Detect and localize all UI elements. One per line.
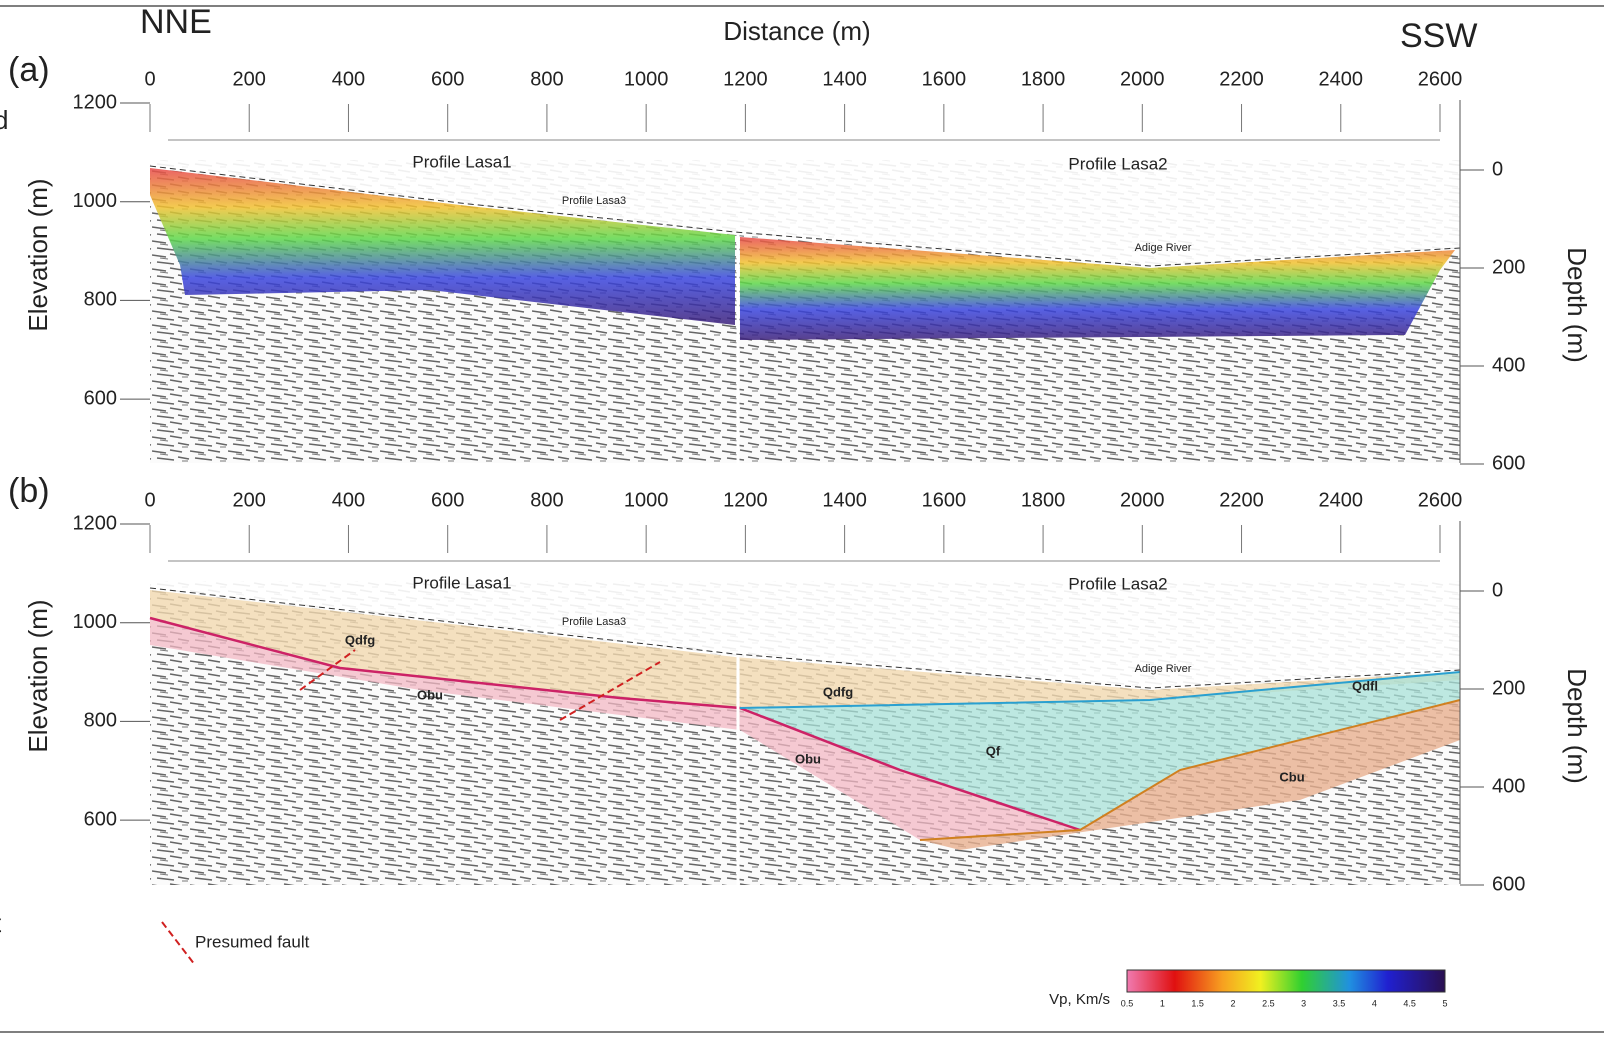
depth-tick-label: 600 <box>1492 873 1525 895</box>
colorbar-tick-label: 3 <box>1301 998 1306 1008</box>
x-tick-label: 1200 <box>723 68 768 90</box>
distance-title: Distance (m) <box>723 16 870 46</box>
x-tick-label: 200 <box>233 68 266 90</box>
direction-right: SSW <box>1400 17 1477 55</box>
depth-tick-label: 400 <box>1492 354 1525 376</box>
depth-tick-label: 600 <box>1492 452 1525 474</box>
x-tick-label: 1000 <box>624 489 669 511</box>
y-tick-label: 1000 <box>73 611 118 633</box>
y-tick-label: 1200 <box>73 91 118 113</box>
panel-label: (a) <box>8 51 50 89</box>
colorbar-tick-label: 0.5 <box>1121 998 1134 1008</box>
boundary <box>919 699 1461 841</box>
x-tick-label: 0 <box>144 489 155 511</box>
depth-axis-title: Depth (m) <box>1562 247 1592 363</box>
panel-label: (b) <box>8 472 50 510</box>
cropped-text: d <box>0 105 8 135</box>
annotation: Adige River <box>1135 663 1192 675</box>
y-tick-label: 800 <box>84 289 117 311</box>
fault <box>299 649 661 721</box>
colorbar-tick-label: 2.5 <box>1262 998 1275 1008</box>
legend-label: Presumed fault <box>195 932 310 951</box>
annotation: Qf <box>986 743 1001 758</box>
cropped-text: t <box>0 908 2 938</box>
x-tick-label: 2000 <box>1120 489 1165 511</box>
annotation: Qdfg <box>823 684 853 699</box>
annotation: Profile Lasa3 <box>562 195 626 207</box>
y-axis-title: Elevation (m) <box>23 178 53 331</box>
annotation: Profile Lasa1 <box>412 573 511 592</box>
x-tick-label: 1000 <box>624 68 669 90</box>
colorbar-tick-label: 4 <box>1372 998 1377 1008</box>
y-tick-label: 600 <box>84 387 117 409</box>
y-axis-title: Elevation (m) <box>23 599 53 752</box>
annotation: Obu <box>795 751 821 766</box>
annotation: Qdfg <box>345 632 375 647</box>
x-tick-label: 2200 <box>1219 489 1264 511</box>
colorbar-tick-label: 1 <box>1160 998 1165 1008</box>
colorbar-tick-label: 2 <box>1230 998 1235 1008</box>
y-tick-label: 800 <box>84 710 117 732</box>
colorbar <box>1126 969 1446 993</box>
annotation: Profile Lasa3 <box>562 616 626 628</box>
colorbar-tick-label: 1.5 <box>1191 998 1204 1008</box>
x-tick-label: 1400 <box>822 68 867 90</box>
fault-legend <box>161 921 196 966</box>
x-tick-label: 2000 <box>1120 68 1165 90</box>
colorbar-tick-label: 5 <box>1442 998 1447 1008</box>
depth-tick-label: 0 <box>1492 579 1503 601</box>
x-tick-label: 800 <box>530 489 563 511</box>
y-tick-label: 600 <box>84 808 117 830</box>
colorbar-title: Vp, Km/s <box>1049 991 1110 1008</box>
x-tick-label: 2600 <box>1418 489 1463 511</box>
colorbar-tick-label: 3.5 <box>1333 998 1346 1008</box>
velocity-model <box>740 237 1455 340</box>
depth-tick-label: 200 <box>1492 256 1525 278</box>
x-tick-label: 1800 <box>1021 489 1066 511</box>
depth-axis-title: Depth (m) <box>1562 668 1592 784</box>
depth-tick-label: 0 <box>1492 158 1503 180</box>
x-tick-label: 1200 <box>723 489 768 511</box>
unit-qdfg <box>150 590 1460 708</box>
annotation: Cbu <box>1279 769 1304 784</box>
x-tick-label: 2200 <box>1219 68 1264 90</box>
annotation: Profile Lasa1 <box>412 152 511 171</box>
y-tick-label: 1000 <box>73 190 118 212</box>
y-tick-label: 1200 <box>73 512 118 534</box>
x-tick-label: 400 <box>332 68 365 90</box>
x-tick-label: 1600 <box>922 489 967 511</box>
annotation: Obu <box>417 687 443 702</box>
annotation: Qdfl <box>1352 678 1378 693</box>
x-tick-label: 2400 <box>1319 68 1364 90</box>
boundary <box>149 616 1081 832</box>
colorbar-tick-label: 4.5 <box>1403 998 1416 1008</box>
x-tick-label: 0 <box>144 68 155 90</box>
x-tick-label: 800 <box>530 68 563 90</box>
x-tick-label: 600 <box>431 68 464 90</box>
annotation: Profile Lasa2 <box>1068 154 1167 173</box>
depth-tick-label: 200 <box>1492 677 1525 699</box>
x-tick-label: 400 <box>332 489 365 511</box>
annotation: Adige River <box>1135 242 1192 254</box>
velocity-model <box>150 168 735 325</box>
x-tick-label: 2400 <box>1319 489 1364 511</box>
boundary <box>739 671 1461 709</box>
air <box>150 521 1460 690</box>
x-tick-label: 2600 <box>1418 68 1463 90</box>
annotation: Profile Lasa2 <box>1068 574 1167 593</box>
x-tick-label: 1800 <box>1021 68 1066 90</box>
x-tick-label: 1600 <box>922 68 967 90</box>
x-tick-label: 1400 <box>822 489 867 511</box>
x-tick-label: 200 <box>233 489 266 511</box>
unit-qf <box>740 672 1460 830</box>
air <box>150 100 1460 268</box>
x-tick-label: 600 <box>431 489 464 511</box>
depth-tick-label: 400 <box>1492 775 1525 797</box>
unit-cbu <box>920 700 1460 850</box>
direction-left: NNE <box>140 3 212 41</box>
